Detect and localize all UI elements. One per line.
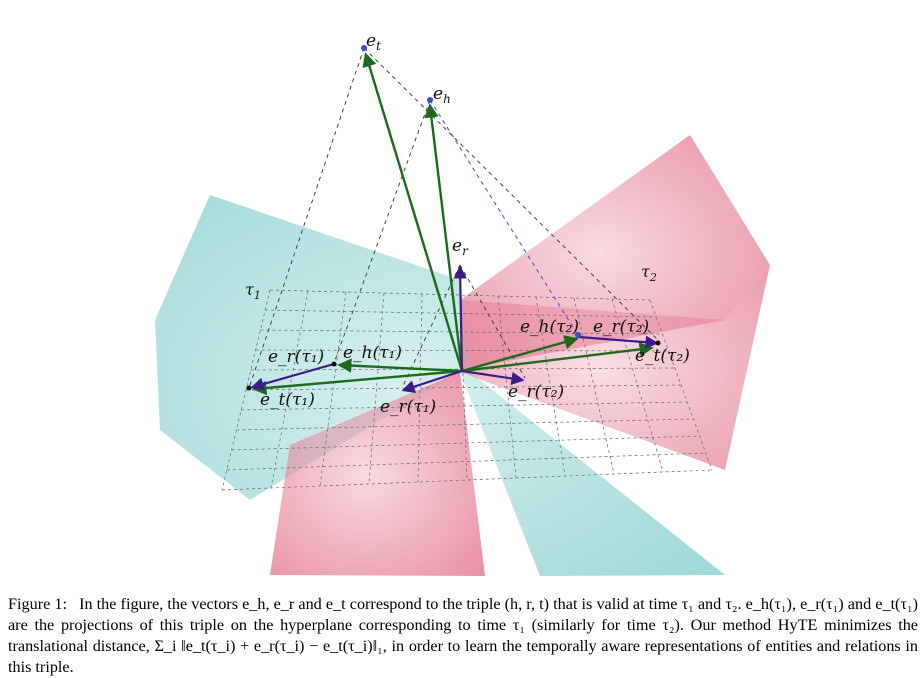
grid-line (319, 291, 347, 487)
label-er-tau2-bottom: e_r(τ₂) (508, 382, 564, 402)
entity-points (246, 45, 661, 391)
grid-line (231, 435, 700, 451)
label-eh-tau2: e_h(τ₂) (520, 317, 579, 337)
grid-line (649, 299, 713, 471)
grid-line (368, 292, 385, 485)
plane-tau2-bottom (270, 372, 485, 576)
caption-label: Figure 1: (8, 595, 67, 613)
label-er-tau2-top: e_r(τ₂) (593, 317, 649, 337)
grid-line (611, 298, 664, 473)
grid-line (573, 297, 615, 475)
label-er-tau1-top: e_r(τ₁) (268, 347, 324, 367)
grid-line (265, 309, 657, 318)
hyperplane-diagram: et eh er τ1 τ2 e_r(τ₁) e_h(τ₁) e_t(τ₁) e… (155, 31, 770, 576)
grid-line (226, 452, 706, 471)
grid-line (241, 401, 688, 411)
label-er-tau1-bottom: e_r(τ₁) (380, 397, 436, 417)
relation-vectors (250, 265, 659, 393)
label-tau2: τ2 (641, 262, 657, 284)
label-et-tau2: e_t(τ₂) (635, 346, 690, 366)
reference-grid (221, 289, 713, 491)
grid-line (417, 293, 423, 483)
grid-line (535, 296, 566, 477)
caption-text: In the figure, the vectors e_h, e_r and … (8, 595, 918, 676)
main-vectors (252, 52, 654, 396)
figure-caption: Figure 1: In the figure, the vectors e_h… (8, 594, 918, 678)
label-e-h: eh (433, 84, 451, 106)
label-et-tau1: e_t(τ₁) (260, 390, 315, 410)
grid-line (236, 418, 694, 431)
plane-tau1 (155, 195, 725, 576)
grid-line (260, 329, 663, 335)
label-e-t: et (366, 31, 381, 53)
grid-line (221, 469, 713, 491)
projection-line-blue (429, 99, 579, 336)
label-e-r: er (452, 236, 469, 258)
grid-line (497, 295, 517, 479)
figure-area: et eh er τ1 τ2 e_r(τ₁) e_h(τ₁) e_t(τ₁) e… (155, 31, 770, 576)
label-eh-tau1: e_h(τ₁) (343, 343, 402, 363)
label-tau1: τ1 (245, 280, 261, 302)
